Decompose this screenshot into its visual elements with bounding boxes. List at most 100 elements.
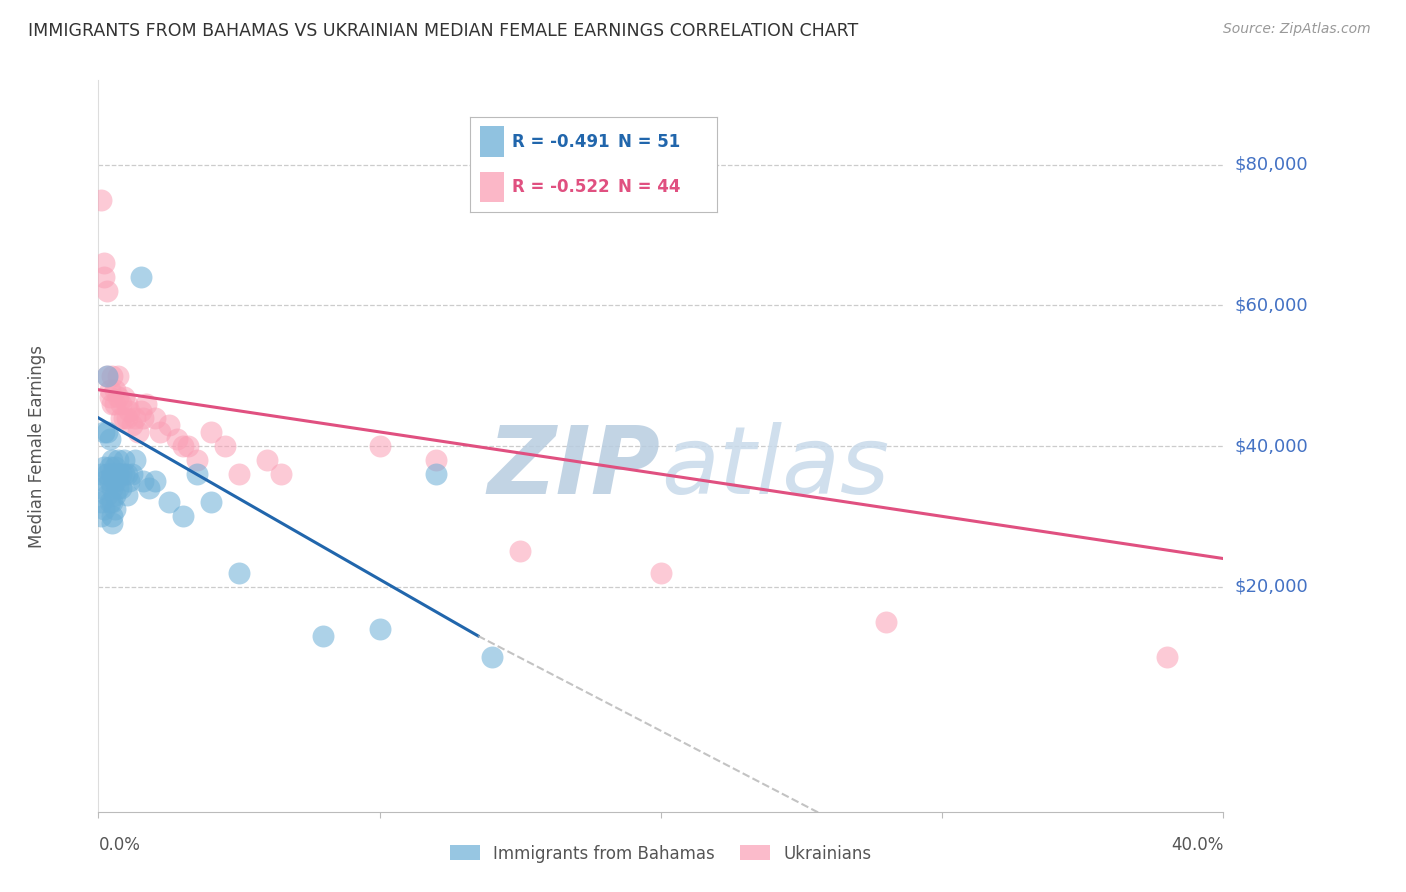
Ukrainians: [115, 397, 138, 411]
Text: $40,000: $40,000: [1234, 437, 1308, 455]
Immigrants from Bahamas: [107, 481, 129, 495]
Text: $60,000: $60,000: [1234, 296, 1308, 314]
Immigrants from Bahamas: [98, 495, 121, 509]
Ukrainians: [115, 410, 138, 425]
Text: IMMIGRANTS FROM BAHAMAS VS UKRAINIAN MEDIAN FEMALE EARNINGS CORRELATION CHART: IMMIGRANTS FROM BAHAMAS VS UKRAINIAN MED…: [28, 22, 859, 40]
Immigrants from Bahamas: [101, 495, 124, 509]
Ukrainians: [650, 566, 672, 580]
Immigrants from Bahamas: [101, 481, 124, 495]
Ukrainians: [149, 425, 172, 439]
Ukrainians: [96, 368, 118, 383]
Ukrainians: [368, 439, 391, 453]
Immigrants from Bahamas: [98, 460, 121, 475]
Immigrants from Bahamas: [143, 474, 166, 488]
Immigrants from Bahamas: [96, 368, 118, 383]
Immigrants from Bahamas: [138, 481, 160, 495]
Immigrants from Bahamas: [98, 474, 121, 488]
Immigrants from Bahamas: [368, 622, 391, 636]
Ukrainians: [127, 425, 149, 439]
Immigrants from Bahamas: [107, 453, 129, 467]
Immigrants from Bahamas: [132, 474, 155, 488]
Immigrants from Bahamas: [101, 467, 124, 482]
Ukrainians: [177, 439, 200, 453]
Ukrainians: [129, 404, 152, 418]
Ukrainians: [135, 397, 157, 411]
Immigrants from Bahamas: [112, 453, 135, 467]
Immigrants from Bahamas: [115, 467, 138, 482]
Immigrants from Bahamas: [425, 467, 447, 482]
Immigrants from Bahamas: [93, 502, 115, 516]
Ukrainians: [509, 544, 531, 558]
Ukrainians: [98, 383, 121, 397]
Immigrants from Bahamas: [481, 650, 503, 665]
Immigrants from Bahamas: [101, 453, 124, 467]
Text: $20,000: $20,000: [1234, 578, 1308, 596]
Ukrainians: [425, 453, 447, 467]
Immigrants from Bahamas: [96, 467, 118, 482]
Ukrainians: [186, 453, 208, 467]
Ukrainians: [110, 397, 132, 411]
Ukrainians: [121, 417, 143, 432]
Immigrants from Bahamas: [112, 467, 135, 482]
Ukrainians: [112, 390, 135, 404]
Immigrants from Bahamas: [96, 425, 118, 439]
Ukrainians: [101, 368, 124, 383]
Ukrainians: [118, 404, 141, 418]
Ukrainians: [90, 193, 112, 207]
Ukrainians: [98, 390, 121, 404]
Text: Source: ZipAtlas.com: Source: ZipAtlas.com: [1223, 22, 1371, 37]
Immigrants from Bahamas: [90, 495, 112, 509]
Immigrants from Bahamas: [115, 488, 138, 502]
Immigrants from Bahamas: [96, 488, 118, 502]
Ukrainians: [101, 397, 124, 411]
Ukrainians: [157, 417, 180, 432]
Ukrainians: [214, 439, 236, 453]
Immigrants from Bahamas: [101, 509, 124, 524]
Ukrainians: [1156, 650, 1178, 665]
Text: 40.0%: 40.0%: [1171, 837, 1223, 855]
Immigrants from Bahamas: [129, 270, 152, 285]
Legend: Immigrants from Bahamas, Ukrainians: Immigrants from Bahamas, Ukrainians: [443, 838, 879, 869]
Ukrainians: [172, 439, 194, 453]
Immigrants from Bahamas: [104, 474, 127, 488]
Immigrants from Bahamas: [110, 481, 132, 495]
Ukrainians: [107, 390, 129, 404]
Immigrants from Bahamas: [104, 460, 127, 475]
Text: $80,000: $80,000: [1234, 156, 1308, 174]
Text: Median Female Earnings: Median Female Earnings: [28, 344, 45, 548]
Immigrants from Bahamas: [98, 432, 121, 446]
Immigrants from Bahamas: [93, 425, 115, 439]
Ukrainians: [104, 383, 127, 397]
Immigrants from Bahamas: [90, 509, 112, 524]
Ukrainians: [143, 410, 166, 425]
Ukrainians: [132, 410, 155, 425]
Immigrants from Bahamas: [312, 629, 335, 643]
Immigrants from Bahamas: [186, 467, 208, 482]
Ukrainians: [200, 425, 222, 439]
Immigrants from Bahamas: [101, 516, 124, 531]
Ukrainians: [875, 615, 897, 629]
Ukrainians: [256, 453, 278, 467]
Text: atlas: atlas: [661, 423, 889, 514]
Immigrants from Bahamas: [107, 467, 129, 482]
Text: ZIP: ZIP: [488, 422, 661, 514]
Text: 0.0%: 0.0%: [98, 837, 141, 855]
Immigrants from Bahamas: [110, 467, 132, 482]
Immigrants from Bahamas: [104, 502, 127, 516]
Immigrants from Bahamas: [90, 481, 112, 495]
Immigrants from Bahamas: [118, 474, 141, 488]
Ukrainians: [93, 256, 115, 270]
Ukrainians: [107, 368, 129, 383]
Immigrants from Bahamas: [124, 453, 146, 467]
Immigrants from Bahamas: [93, 474, 115, 488]
Ukrainians: [110, 410, 132, 425]
Immigrants from Bahamas: [93, 460, 115, 475]
Immigrants from Bahamas: [121, 467, 143, 482]
Ukrainians: [112, 410, 135, 425]
Ukrainians: [270, 467, 292, 482]
Immigrants from Bahamas: [200, 495, 222, 509]
Immigrants from Bahamas: [90, 467, 112, 482]
Immigrants from Bahamas: [228, 566, 250, 580]
Ukrainians: [104, 397, 127, 411]
Ukrainians: [228, 467, 250, 482]
